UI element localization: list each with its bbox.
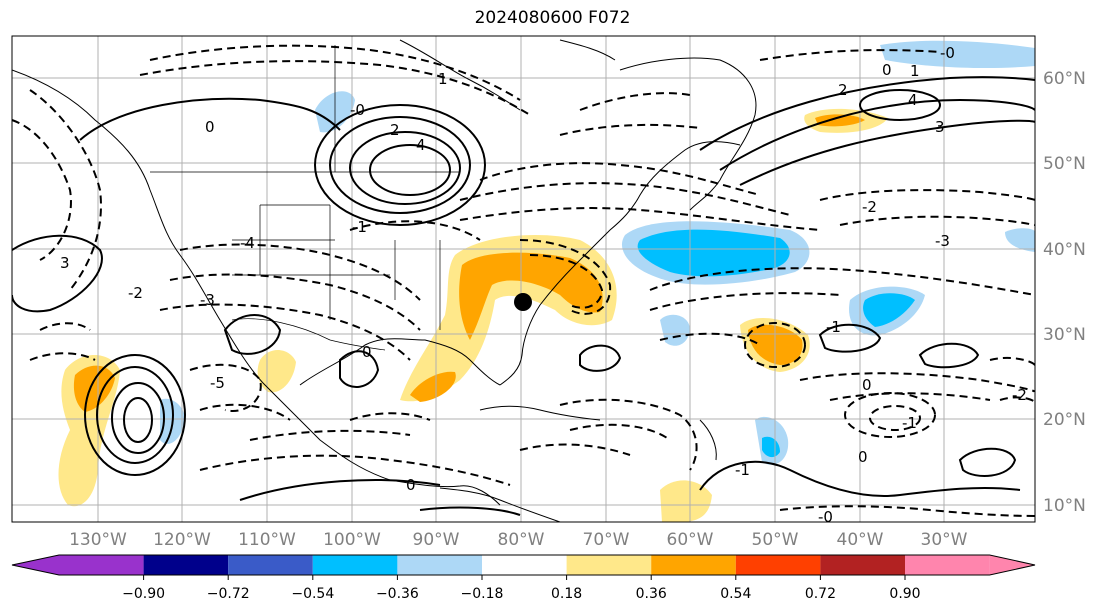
contour-label: -2 [128, 284, 143, 302]
colorbar-tick-label: −0.18 [461, 586, 504, 602]
contour-label: -4 [240, 234, 255, 252]
contour-label: -1 [735, 461, 750, 479]
contour-label: 0 [205, 118, 215, 136]
colorbar-outline [11, 554, 1036, 576]
lat-tick-label: 40°N [1043, 240, 1086, 260]
contour-label: 4 [908, 91, 918, 109]
contour-label: -3 [935, 232, 950, 250]
colorbar-segment [735, 555, 821, 575]
contour-label: 0 [362, 343, 372, 361]
lon-tick-label: 30°W [921, 530, 968, 550]
shade-blue-far-east [1005, 228, 1035, 252]
contour-label: -1 [352, 218, 367, 236]
contour-label: 3 [935, 118, 945, 136]
colorbar-tick-label: 0.36 [636, 586, 667, 602]
contour-label: -2 [1012, 386, 1027, 404]
solid-contours [12, 76, 1035, 516]
contour-label: 0 [406, 476, 416, 494]
contour-label: -5 [210, 374, 225, 392]
lon-tick-labels: 130°W 120°W 110°W 100°W 90°W 80°W 70°W 6… [69, 530, 968, 550]
lon-tick-label: 60°W [667, 530, 714, 550]
shade-blue-arctic [880, 40, 1035, 68]
colorbar-tick-label: 0.54 [720, 586, 751, 602]
colorbar-segment [651, 555, 736, 575]
lon-tick-label: 110°W [238, 530, 296, 550]
shade-orange-greenland [815, 114, 865, 127]
lon-tick-label: 50°W [752, 530, 799, 550]
colorbar-segment [312, 555, 398, 575]
contour-label: 3 [60, 254, 70, 272]
colorbar-segment [820, 555, 905, 575]
lon-tick-label: 130°W [69, 530, 127, 550]
coastlines [12, 39, 757, 522]
contour-label: -1 [826, 318, 841, 336]
contour-label: 4 [416, 136, 426, 154]
contour-label: 1 [438, 70, 448, 88]
lon-tick-label: 80°W [498, 530, 545, 550]
map-title: 2024080600 F072 [474, 8, 631, 28]
colorbar-segment [397, 555, 482, 575]
colorbar-tick-label: −0.36 [376, 586, 419, 602]
colorbar-tick-label: 0.90 [889, 586, 920, 602]
contour-label: 2 [838, 81, 848, 99]
lon-tick-label: 100°W [323, 530, 381, 550]
contour-labels: 0 1 2 3 4 -1 -2 -3 -4 -5 -0 0 1 2 4 3 -1… [60, 44, 1027, 526]
contour-label: -0 [940, 44, 955, 62]
contour-label: -0 [350, 101, 365, 119]
contour-label: -2 [862, 198, 877, 216]
lon-tick-label: 70°W [583, 530, 630, 550]
colorbar-tick-label: −0.54 [291, 586, 334, 602]
shade-orange-gulf [410, 371, 456, 402]
shade-orange-pacific [73, 365, 115, 412]
contour-label: 0 [858, 448, 868, 466]
contour-label: -3 [200, 291, 215, 309]
lon-tick-label: 40°W [837, 530, 884, 550]
colorbar-tick-label: 0.18 [551, 586, 582, 602]
lat-tick-label: 60°N [1043, 69, 1086, 89]
lat-tick-label: 10°N [1043, 496, 1086, 516]
lon-tick-label: 90°W [413, 530, 460, 550]
borders [150, 45, 460, 351]
colorbar-tick-label: −0.90 [122, 586, 165, 602]
colorbar-extend-high [989, 555, 1035, 575]
storm-marker [514, 293, 532, 311]
colorbar-ticks [143, 575, 906, 580]
lat-tick-label: 50°N [1043, 154, 1086, 174]
colorbar: −0.90 −0.72 −0.54 −0.36 −0.18 0.18 0.36 … [11, 554, 1036, 602]
colorbar-segment [905, 555, 990, 575]
lat-tick-label: 20°N [1043, 410, 1086, 430]
colorbar-segment [59, 555, 144, 575]
dashed-contours [12, 44, 1035, 517]
map-frame [11, 35, 1036, 523]
lon-tick-label: 120°W [153, 530, 211, 550]
colorbar-segment [482, 555, 567, 575]
contour-label: 0 [882, 61, 892, 79]
contour-label: -1 [902, 414, 917, 432]
colorbar-tick-label: 0.72 [805, 586, 836, 602]
colorbar-segment [143, 555, 229, 575]
shade-orange-east-us [459, 252, 603, 340]
lat-tick-labels: 60°N 50°N 40°N 30°N 20°N 10°N [1043, 69, 1086, 516]
shade-deepblue-atlantic [637, 229, 790, 277]
contour-label: 2 [390, 121, 400, 139]
colorbar-segment [228, 555, 313, 575]
lat-tick-label: 30°N [1043, 325, 1086, 345]
colorbar-segment [566, 555, 652, 575]
shade-deepblue-ne [863, 293, 915, 327]
contour-label: 1 [910, 62, 920, 80]
gridlines [12, 36, 1035, 522]
contour-label: -0 [818, 508, 833, 526]
shade-yellow-caribbean [660, 480, 712, 522]
contour-label: 0 [862, 376, 872, 394]
colorbar-tick-label: −0.72 [207, 586, 250, 602]
colorbar-extend-low [12, 555, 59, 575]
